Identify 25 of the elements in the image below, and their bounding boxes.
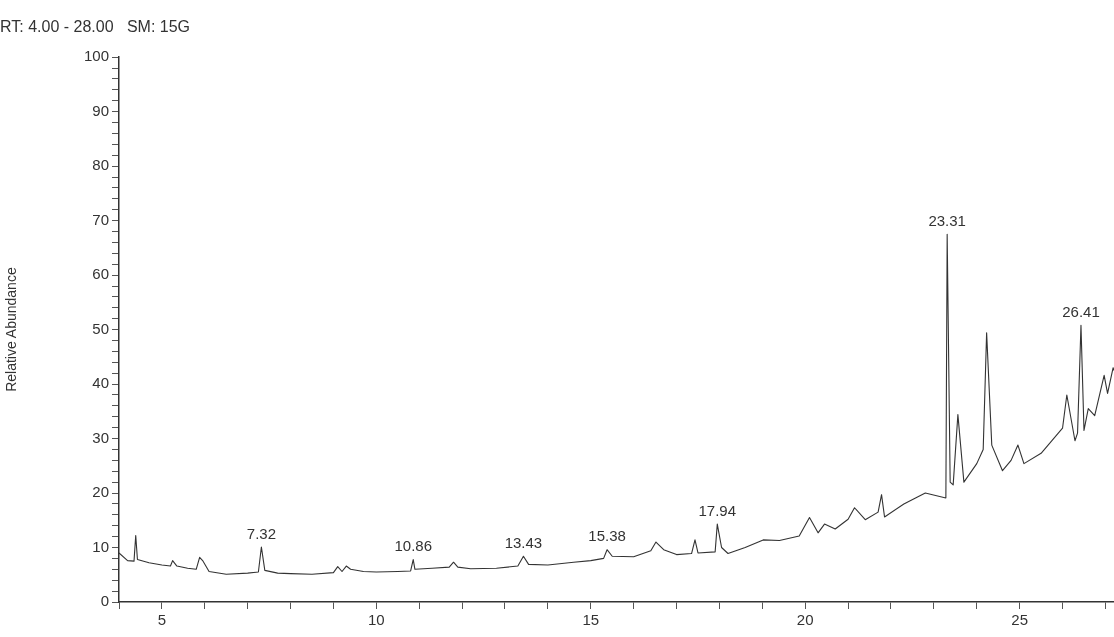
annotation: 13.43	[504, 533, 543, 551]
y-tick-label: 30	[92, 428, 109, 446]
x-tick-label: 20	[796, 611, 814, 629]
y-tick-label: 70	[92, 210, 109, 228]
y-tick-label: 50	[92, 319, 109, 337]
annotation: 17.94	[698, 501, 737, 519]
chart-title: RT: 4.00 - 28.00 SM: 15G	[0, 18, 191, 36]
annotation: 10.86	[394, 537, 432, 555]
x-tick-label: 5	[157, 611, 167, 629]
y-tick-label: 60	[92, 265, 109, 283]
y-tick-label: 20	[92, 483, 109, 501]
annotation: 26.41	[1062, 302, 1100, 320]
y-tick-label: 90	[92, 101, 109, 119]
x-tick-label: 15	[582, 611, 600, 629]
annotation: 15.38	[588, 527, 626, 545]
y-tick-label: 10	[92, 537, 109, 555]
annotation: 23.31	[928, 211, 966, 229]
y-axis-title: Relative Abundance	[3, 267, 20, 392]
x-tick-label: 10	[367, 611, 385, 629]
annotation: 7.32	[246, 524, 276, 542]
y-tick-label: 0	[100, 592, 109, 610]
y-tick-label: 80	[92, 156, 109, 174]
y-tick-label: 40	[92, 374, 109, 392]
y-tick-label: 100	[83, 47, 109, 65]
x-tick-label: 25	[1011, 611, 1028, 629]
